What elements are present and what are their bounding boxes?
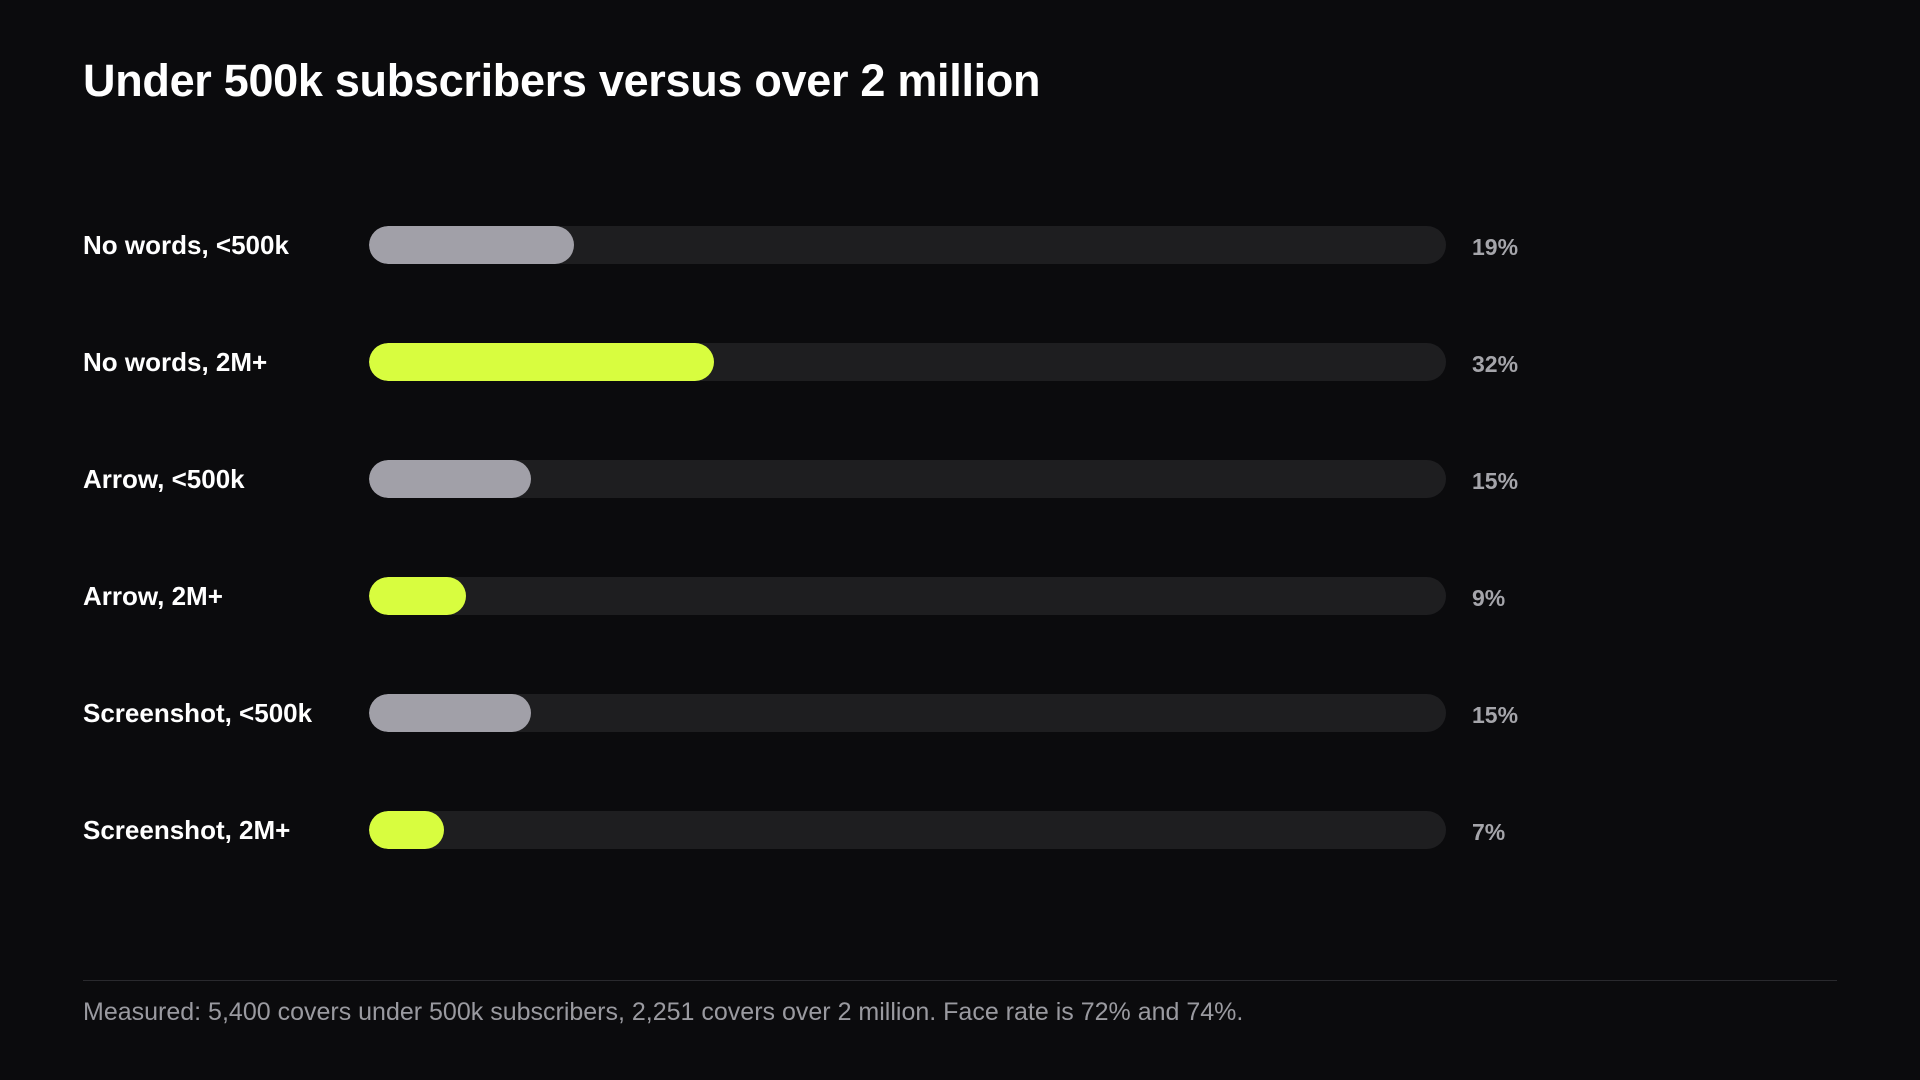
- bar-row: No words, 2M+ 32%: [0, 342, 1920, 382]
- bar: [369, 577, 466, 615]
- bar: [369, 460, 531, 498]
- bar-category-label: Arrow, <500k: [83, 464, 245, 494]
- bar-row: Arrow, 2M+ 9%: [0, 576, 1920, 616]
- bar-category-label: Screenshot, 2M+: [83, 815, 291, 845]
- bar-track: [369, 577, 1446, 615]
- bar-track: [369, 343, 1446, 381]
- bar-category-label: Arrow, 2M+: [83, 581, 223, 611]
- bar: [369, 811, 445, 849]
- bar-row: Arrow, <500k 15%: [0, 459, 1920, 499]
- bar: [369, 343, 714, 381]
- bar-track: [369, 694, 1446, 732]
- bar-track: [369, 460, 1446, 498]
- bar-value-label: 9%: [1472, 585, 1506, 611]
- bar-value-label: 7%: [1472, 819, 1506, 845]
- bar-category-label: Screenshot, <500k: [83, 698, 313, 728]
- footnote-divider: [83, 980, 1837, 981]
- bar-value-label: 19%: [1472, 234, 1519, 260]
- bar-category-label: No words, 2M+: [83, 347, 268, 377]
- bar-track: [369, 226, 1446, 264]
- bar-value-label: 15%: [1472, 702, 1519, 728]
- bar-value-label: 32%: [1472, 351, 1519, 377]
- bar-value-label: 15%: [1472, 468, 1519, 494]
- chart-title: Under 500k subscribers versus over 2 mil…: [83, 55, 1041, 106]
- bar-row: No words, <500k 19%: [0, 225, 1920, 265]
- bar-row: Screenshot, 2M+ 7%: [0, 810, 1920, 850]
- bar: [369, 694, 531, 732]
- bar-row: Screenshot, <500k 15%: [0, 693, 1920, 733]
- footnote: Measured: 5,400 covers under 500k subscr…: [83, 998, 1244, 1026]
- bar-category-label: No words, <500k: [83, 230, 289, 260]
- bar: [369, 226, 574, 264]
- bar-track: [369, 811, 1446, 849]
